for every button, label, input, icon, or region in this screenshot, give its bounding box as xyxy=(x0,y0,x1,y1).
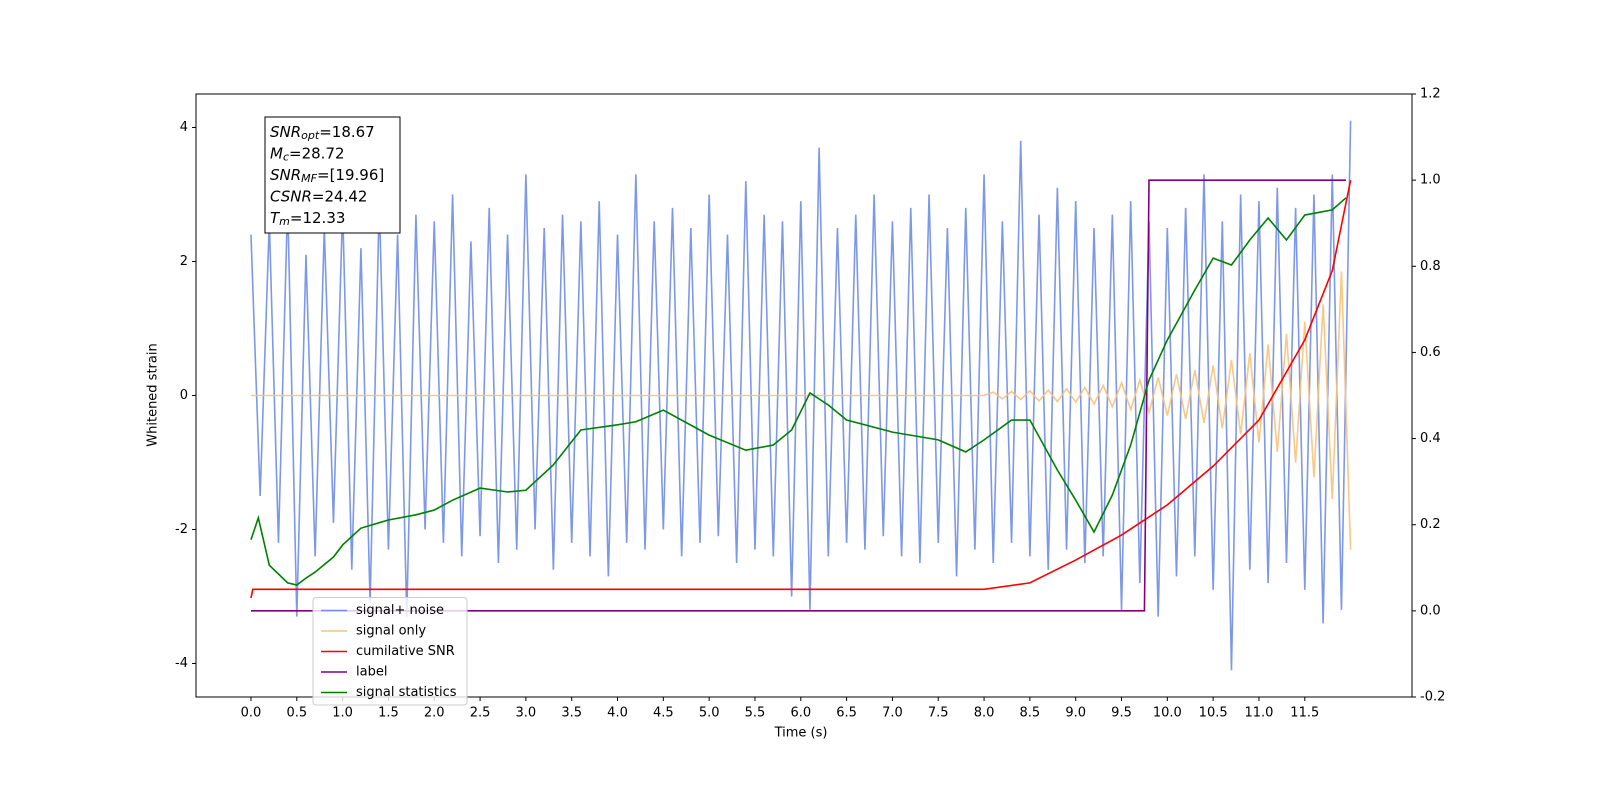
series-line xyxy=(250,179,1347,612)
annotation-sub: opt xyxy=(301,129,320,142)
annotation: Tm=12.33 xyxy=(270,209,345,229)
x-tick-label: 9.0 xyxy=(1065,706,1086,721)
y-tick-label: -2 xyxy=(175,522,188,537)
legend-box xyxy=(312,597,468,706)
x-tick-label: 11.0 xyxy=(1244,706,1273,721)
annotation-base: SNR xyxy=(270,166,301,184)
legend-label: signal only xyxy=(356,624,426,639)
y2-tick-label: 0.2 xyxy=(1420,517,1441,532)
series-line xyxy=(250,271,1352,550)
x-tick-label: 10.0 xyxy=(1153,706,1182,721)
annotation-value: =24.42 xyxy=(312,187,368,205)
x-tick-label: 7.0 xyxy=(882,706,903,721)
x-tick-label: 6.0 xyxy=(790,706,811,721)
x-tick-label: 0.0 xyxy=(241,706,262,721)
x-tick-label: 3.5 xyxy=(561,706,582,721)
y2-tick-label: 1.2 xyxy=(1420,87,1441,102)
annotation-sub: MF xyxy=(301,172,317,185)
y-axis-label: Whitened strain xyxy=(146,343,161,446)
annotation-value: =[19.96] xyxy=(317,166,384,184)
annotation-sub: c xyxy=(283,151,289,164)
y2-tick-label: 0.4 xyxy=(1420,431,1441,446)
legend-label: label xyxy=(356,665,387,680)
annotation: SNRMF=[19.96] xyxy=(270,166,384,186)
plot-area xyxy=(250,120,1352,671)
series-line xyxy=(250,120,1352,671)
annotation-value: =12.33 xyxy=(290,209,346,227)
y-tick-label: 4 xyxy=(180,120,188,135)
x-tick-label: 1.5 xyxy=(378,706,399,721)
annotation-base: M xyxy=(270,144,283,162)
x-tick-label: 5.0 xyxy=(699,706,720,721)
annotation: SNRopt=18.67 xyxy=(270,123,375,143)
x-tick-label: 4.0 xyxy=(607,706,628,721)
x-tick-label: 5.5 xyxy=(745,706,766,721)
x-tick-label: 2.0 xyxy=(424,706,445,721)
x-tick-label: 3.0 xyxy=(516,706,537,721)
x-tick-label: 8.0 xyxy=(974,706,995,721)
x-tick-label: 8.5 xyxy=(1020,706,1041,721)
y2-tick-label: 0.6 xyxy=(1420,345,1441,360)
annotation-base: SNR xyxy=(270,123,301,141)
series-line xyxy=(250,197,1347,586)
x-tick-label: 0.5 xyxy=(286,706,307,721)
x-tick-label: 6.5 xyxy=(836,706,857,721)
y2-tick-label: -0.2 xyxy=(1420,690,1445,705)
annotation: CSNR=24.42 xyxy=(270,187,367,205)
annotation-value: =18.67 xyxy=(319,123,375,141)
series-line xyxy=(250,179,1352,599)
annotation-box xyxy=(264,116,401,234)
x-tick-label: 7.5 xyxy=(928,706,949,721)
legend-label: cumilative SNR xyxy=(356,644,455,659)
annotation-sub: m xyxy=(279,215,290,228)
y2-tick-label: 0.0 xyxy=(1420,603,1441,618)
y-tick-label: -4 xyxy=(175,656,188,671)
x-tick-label: 11.5 xyxy=(1290,706,1319,721)
x-tick-label: 2.5 xyxy=(470,706,491,721)
x-tick-label: 10.5 xyxy=(1199,706,1228,721)
annotation-value: =28.72 xyxy=(289,144,345,162)
x-axis-label: Time (s) xyxy=(774,726,828,741)
x-tick-label: 9.5 xyxy=(1111,706,1132,721)
y2-tick-label: 0.8 xyxy=(1420,259,1441,274)
y-tick-label: 2 xyxy=(180,254,188,269)
annotation-base: CSNR xyxy=(270,187,312,205)
y-tick-label: 0 xyxy=(180,388,188,403)
y2-tick-label: 1.0 xyxy=(1420,173,1441,188)
legend-label: signal+ noise xyxy=(356,603,444,618)
x-tick-label: 1.0 xyxy=(332,706,353,721)
x-tick-label: 4.5 xyxy=(653,706,674,721)
annotation: Mc=28.72 xyxy=(270,144,345,164)
legend-label: signal statistics xyxy=(356,685,457,700)
annotation-base: T xyxy=(270,209,281,227)
